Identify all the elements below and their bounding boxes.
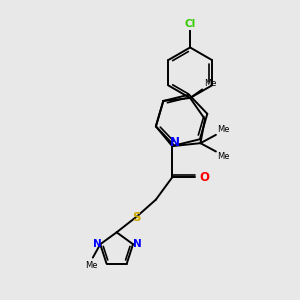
Text: Me: Me <box>204 79 216 88</box>
Text: Me: Me <box>217 152 229 161</box>
Text: Me: Me <box>85 261 98 270</box>
Text: N: N <box>133 238 141 249</box>
Text: O: O <box>199 171 209 184</box>
Text: Cl: Cl <box>184 19 196 29</box>
Text: N: N <box>94 238 102 249</box>
Text: S: S <box>132 211 140 224</box>
Text: Me: Me <box>217 125 229 134</box>
Text: N: N <box>169 136 180 149</box>
